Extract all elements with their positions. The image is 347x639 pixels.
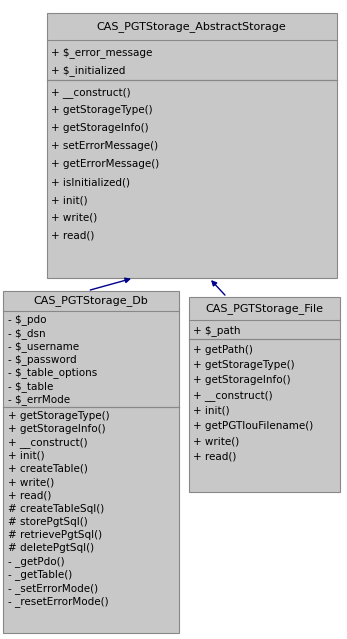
Bar (47, 13, 337, 278)
Bar (3, 291, 179, 633)
Text: + init(): + init() (51, 195, 88, 205)
Text: - $_username: - $_username (8, 341, 79, 352)
Text: - _getPdo(): - _getPdo() (8, 557, 64, 567)
Text: + write(): + write() (51, 213, 97, 223)
Text: + read(): + read() (193, 451, 237, 461)
Text: - _resetErrorMode(): - _resetErrorMode() (8, 596, 108, 607)
Text: + getStorageType(): + getStorageType() (8, 411, 109, 421)
Text: + init(): + init() (8, 450, 44, 461)
Text: + write(): + write() (193, 436, 239, 446)
Text: + getStorageType(): + getStorageType() (51, 105, 153, 116)
Text: + $_error_message: + $_error_message (51, 47, 152, 58)
Text: # createTableSql(): # createTableSql() (8, 504, 104, 514)
Text: + getErrorMessage(): + getErrorMessage() (51, 159, 159, 169)
Text: - _setErrorMode(): - _setErrorMode() (8, 583, 98, 594)
Text: - _getTable(): - _getTable() (8, 569, 72, 580)
Text: + getPath(): + getPath() (193, 344, 253, 355)
Text: + isInitialized(): + isInitialized() (51, 177, 130, 187)
Text: + __construct(): + __construct() (193, 390, 273, 401)
Text: + write(): + write() (8, 477, 54, 487)
Bar (189, 297, 340, 492)
Text: + read(): + read() (51, 231, 94, 241)
Text: - $_password: - $_password (8, 354, 76, 365)
Text: + getStorageInfo(): + getStorageInfo() (193, 375, 291, 385)
Text: # storePgtSql(): # storePgtSql() (8, 517, 87, 527)
Text: + read(): + read() (8, 491, 51, 500)
Text: + getStorageInfo(): + getStorageInfo() (8, 424, 105, 435)
Text: + __construct(): + __construct() (51, 87, 130, 98)
Text: - $_table_options: - $_table_options (8, 367, 97, 378)
Text: # retrievePgtSql(): # retrievePgtSql() (8, 530, 102, 540)
Text: + getStorageInfo(): + getStorageInfo() (51, 123, 149, 134)
Text: + $_path: + $_path (193, 325, 241, 336)
Text: + $_initialized: + $_initialized (51, 65, 125, 75)
Text: + __construct(): + __construct() (8, 437, 87, 448)
Text: + setErrorMessage(): + setErrorMessage() (51, 141, 158, 151)
Text: + init(): + init() (193, 406, 230, 415)
Text: CAS_PGTStorage_Db: CAS_PGTStorage_Db (34, 295, 149, 306)
Text: CAS_PGTStorage_File: CAS_PGTStorage_File (205, 303, 324, 314)
Text: - $_table: - $_table (8, 381, 53, 392)
Text: CAS_PGTStorage_AbstractStorage: CAS_PGTStorage_AbstractStorage (97, 20, 287, 32)
Text: - $_pdo: - $_pdo (8, 314, 46, 325)
Text: + getPGTIouFilename(): + getPGTIouFilename() (193, 421, 314, 431)
Text: - $_errMode: - $_errMode (8, 394, 70, 405)
Text: + getStorageType(): + getStorageType() (193, 360, 295, 370)
Text: - $_dsn: - $_dsn (8, 328, 45, 339)
Text: + createTable(): + createTable() (8, 464, 87, 474)
Text: # deletePgtSql(): # deletePgtSql() (8, 543, 94, 553)
